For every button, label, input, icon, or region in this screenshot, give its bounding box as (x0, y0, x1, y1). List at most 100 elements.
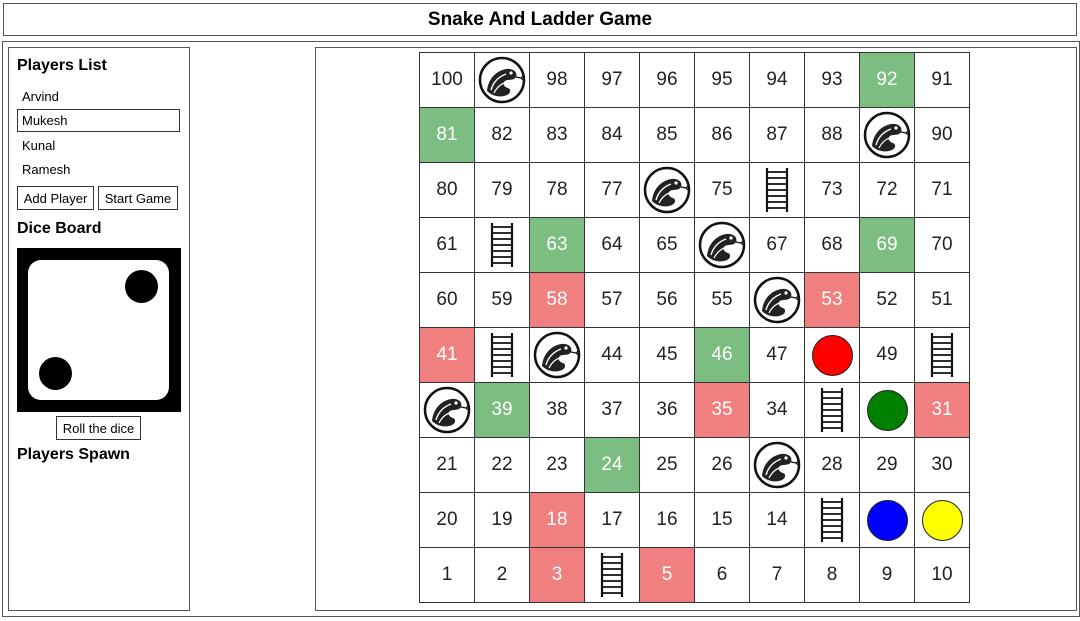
board-cell-36: 36 (640, 383, 695, 438)
board-cell-79: 79 (475, 163, 530, 218)
board-cell-46: 46 (695, 328, 750, 383)
snake-icon (863, 111, 911, 159)
roll-dice-button[interactable]: Roll the dice (56, 416, 141, 440)
start-game-button[interactable]: Start Game (98, 186, 178, 210)
board-cell-ladder (750, 163, 805, 218)
board-cell-49: 49 (860, 328, 915, 383)
board-cell-ladder (475, 328, 530, 383)
board-row: 1 2 3 5 6 7 8 9 10 (420, 548, 970, 603)
board-cell-snake (420, 383, 475, 438)
board-cell-55: 55 (695, 273, 750, 328)
board-cell-16: 16 (640, 493, 695, 548)
board-cell-snake (475, 53, 530, 108)
board-row: 41 44 45 46 47 49 (420, 328, 970, 383)
dice (17, 248, 181, 412)
board-frame (315, 47, 1077, 611)
board-cell-10: 10 (915, 548, 970, 603)
board-cell-token (915, 493, 970, 548)
board-cell-95: 95 (695, 53, 750, 108)
board-cell-60: 60 (420, 273, 475, 328)
board-cell-34: 34 (750, 383, 805, 438)
player-item-mukesh[interactable]: Mukesh (17, 109, 180, 132)
player-token[interactable] (811, 334, 853, 376)
board-cell-19: 19 (475, 493, 530, 548)
board-cell-53: 53 (805, 273, 860, 328)
board-cell-91: 91 (915, 53, 970, 108)
board-cell-75: 75 (695, 163, 750, 218)
board-cell-6: 6 (695, 548, 750, 603)
board-cell-77: 77 (585, 163, 640, 218)
snake-icon (478, 56, 526, 104)
board-cell-snake (860, 108, 915, 163)
left-panel: Players List Arvind Mukesh Kunal Ramesh … (8, 47, 190, 611)
ladder-icon (930, 333, 954, 377)
board-cell-41: 41 (420, 328, 475, 383)
board-cell-ladder (915, 328, 970, 383)
board-cell-21: 21 (420, 438, 475, 493)
board-cell-18: 18 (530, 493, 585, 548)
player-token[interactable] (866, 499, 908, 541)
ladder-icon (490, 333, 514, 377)
board-row: 100 98 97 96 95 94 93 92 91 (420, 53, 970, 108)
board-cell-100: 100 (420, 53, 475, 108)
board-cell-15: 15 (695, 493, 750, 548)
board-cell-token (860, 383, 915, 438)
board-cell-98: 98 (530, 53, 585, 108)
board-cell-26: 26 (695, 438, 750, 493)
board-row: 61 63 64 65 67 68 69 70 (420, 218, 970, 273)
board-cell-35: 35 (695, 383, 750, 438)
add-player-button[interactable]: Add Player (17, 186, 94, 210)
board-cell-17: 17 (585, 493, 640, 548)
board-cell-67: 67 (750, 218, 805, 273)
board-row: 39 38 37 36 35 34 31 (420, 383, 970, 438)
board-cell-2: 2 (475, 548, 530, 603)
board-cell-71: 71 (915, 163, 970, 218)
dice-pip (125, 270, 158, 303)
board-cell-token (805, 328, 860, 383)
snake-icon (643, 166, 691, 214)
player-token[interactable] (921, 499, 963, 541)
player-token[interactable] (866, 389, 908, 431)
board-cell-78: 78 (530, 163, 585, 218)
snake-icon (753, 441, 801, 489)
ladder-icon (490, 223, 514, 267)
board-cell-65: 65 (640, 218, 695, 273)
board-cell-39: 39 (475, 383, 530, 438)
board-cell-snake (640, 163, 695, 218)
ladder-icon (765, 168, 789, 212)
game-board: 100 98 97 96 95 94 93 92 91 81 82 83 84 85 86 87 88 90 80 7… (419, 52, 970, 603)
board-cell-14: 14 (750, 493, 805, 548)
board-cell-68: 68 (805, 218, 860, 273)
ladder-icon (820, 388, 844, 432)
board-cell-81: 81 (420, 108, 475, 163)
ladder-icon (820, 498, 844, 542)
board-cell-56: 56 (640, 273, 695, 328)
board-cell-snake (750, 438, 805, 493)
board-cell-64: 64 (585, 218, 640, 273)
board-cell-37: 37 (585, 383, 640, 438)
player-item-kunal[interactable]: Kunal (22, 138, 56, 153)
board-row: 20 19 18 17 16 15 14 (420, 493, 970, 548)
board-cell-snake (695, 218, 750, 273)
board-cell-1: 1 (420, 548, 475, 603)
board-cell-72: 72 (860, 163, 915, 218)
player-item-arvind[interactable]: Arvind (22, 89, 59, 104)
board-cell-57: 57 (585, 273, 640, 328)
board-cell-45: 45 (640, 328, 695, 383)
board-cell-3: 3 (530, 548, 585, 603)
board-cell-97: 97 (585, 53, 640, 108)
players-spawn-title: Players Spawn (17, 446, 130, 463)
snake-icon (698, 221, 746, 269)
players-list-title: Players List (17, 57, 107, 74)
board-cell-24: 24 (585, 438, 640, 493)
snake-icon (753, 276, 801, 324)
board-cell-85: 85 (640, 108, 695, 163)
page-title: Snake And Ladder Game (427, 8, 653, 30)
board-cell-ladder (475, 218, 530, 273)
player-item-ramesh[interactable]: Ramesh (22, 162, 71, 177)
ladder-icon (600, 553, 624, 597)
board-cell-90: 90 (915, 108, 970, 163)
board-cell-73: 73 (805, 163, 860, 218)
board-row: 80 79 78 77 75 73 72 71 (420, 163, 970, 218)
board-cell-ladder (585, 548, 640, 603)
